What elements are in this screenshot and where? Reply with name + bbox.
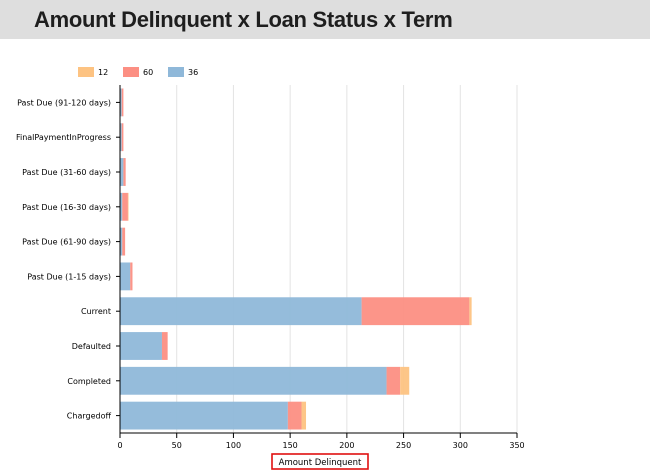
axes-layer (116, 85, 518, 438)
bar-segment (123, 158, 126, 186)
x-tick-label: 150 (283, 441, 298, 450)
bar-segment (130, 262, 133, 291)
bar-segment (469, 297, 472, 326)
y-tick-label: Completed (67, 377, 111, 386)
bar-segment (121, 88, 124, 117)
bar-segment (120, 192, 123, 221)
x-tick-label: 200 (339, 441, 354, 450)
x-tick-label: 50 (172, 441, 182, 450)
legend: 12 60 36 (78, 67, 198, 77)
legend-label: 60 (143, 68, 153, 77)
legend-label: 36 (188, 68, 198, 77)
x-axis-title-text: Amount Delinquent (279, 458, 362, 468)
bars-layer (120, 88, 472, 430)
x-tick-label: 0 (117, 441, 122, 450)
bar-segment (120, 332, 162, 360)
bar-segment (287, 401, 302, 430)
y-tick-label: Past Due (61-90 days) (22, 238, 111, 247)
legend-label: 12 (98, 68, 108, 77)
y-tick-label: FinalPaymentInProgress (16, 133, 111, 142)
bar-segment (120, 227, 123, 256)
bar-segment (120, 88, 122, 117)
bar-segment (120, 297, 362, 326)
legend-swatch (168, 67, 184, 77)
y-tick-label: Past Due (91-120 days) (17, 98, 111, 107)
bar-segment (122, 192, 128, 221)
legend-swatch (78, 67, 94, 77)
x-axis-title: Amount Delinquent (271, 453, 369, 470)
x-axis-title-box (271, 453, 369, 470)
bar-segment (120, 262, 131, 291)
bar-segment (120, 123, 122, 152)
page-title: Amount Delinquent x Loan Status x Term (34, 7, 453, 32)
bar-segment (161, 332, 168, 360)
bar-segment (386, 366, 401, 395)
x-tick-label: 100 (226, 441, 241, 450)
bar-segment (127, 192, 129, 221)
y-tick-label: Defaulted (72, 342, 111, 351)
bar-segment (361, 297, 470, 326)
bar-segment (301, 401, 307, 430)
bar-segment (122, 227, 126, 256)
y-tick-label: Current (81, 307, 111, 316)
x-tick-label: 250 (396, 441, 411, 450)
x-tick-label: 350 (509, 441, 524, 450)
bar-segment (400, 366, 410, 395)
x-tick-label: 300 (453, 441, 468, 450)
y-tick-label: Past Due (1-15 days) (27, 272, 111, 281)
bar-segment (121, 123, 124, 152)
y-tick-labels: Past Due (91-120 days) FinalPaymentInProg… (16, 98, 112, 420)
y-tick-label: Chargedoff (67, 412, 112, 421)
bar-segment (120, 158, 124, 186)
legend-swatch (123, 67, 139, 77)
header-bar: Amount Delinquent x Loan Status x Term (0, 0, 650, 39)
bar-segment (120, 401, 288, 430)
bar-segment (120, 366, 387, 395)
y-tick-label: Past Due (31-60 days) (22, 168, 111, 177)
y-tick-label: Past Due (16-30 days) (22, 203, 111, 212)
x-tick-labels: 0 50 100 150 200 250 300 350 (117, 441, 524, 450)
